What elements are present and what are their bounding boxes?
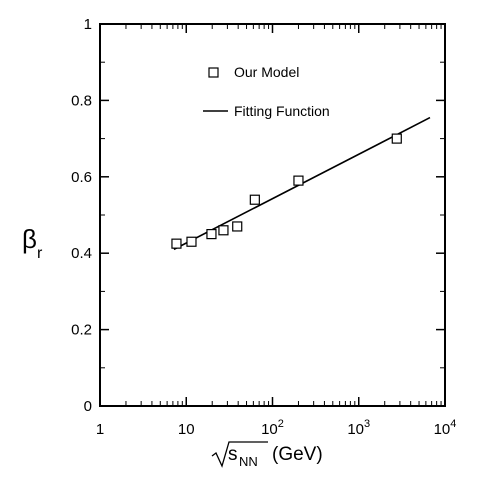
y-tick-label: 0	[84, 398, 92, 415]
x-axis-symbol: s	[228, 444, 238, 465]
x-tick-label: 10	[178, 421, 195, 438]
legend-marker-square	[208, 67, 219, 78]
y-tick-label: 0.6	[71, 169, 92, 186]
legend-label-fitting-function: Fitting Function	[234, 103, 330, 119]
x-tick-label: 104	[434, 418, 457, 438]
data-point-square	[391, 133, 402, 144]
x-axis-title: s NN (GeV)	[211, 441, 323, 469]
our-model-series	[171, 133, 402, 249]
x-axis-subscript: NN	[239, 454, 258, 469]
data-point-square	[249, 194, 260, 205]
legend: Our Model Fitting Function	[203, 64, 330, 119]
legend-label-our-model: Our Model	[234, 64, 299, 80]
x-tick-labels: 1 10 102 103 104	[96, 418, 457, 438]
y-axis-symbol: β	[22, 224, 37, 254]
y-tick-label: 0.2	[71, 322, 92, 339]
y-tick-label: 0.4	[71, 245, 92, 262]
data-point-square	[293, 175, 304, 186]
x-axis-unit: (GeV)	[272, 444, 323, 465]
y-axis-subscript: r	[37, 245, 43, 262]
y-tick-labels: 0 0.2 0.4 0.6 0.8 1	[71, 16, 92, 415]
data-point-square	[186, 236, 197, 247]
sqrt-sign-icon	[211, 441, 268, 468]
x-tick-label: 103	[347, 418, 370, 438]
axis-ticks	[99, 23, 446, 407]
y-tick-label: 1	[84, 16, 92, 33]
data-point-square	[232, 221, 243, 232]
data-point-square	[171, 238, 182, 249]
x-tick-label: 102	[261, 418, 284, 438]
data-point-square	[218, 225, 229, 236]
y-axis-title: β r	[22, 224, 43, 262]
y-tick-label: 0.8	[71, 92, 92, 109]
x-tick-label: 1	[96, 421, 104, 438]
plot-frame	[99, 23, 446, 407]
data-point-square	[206, 229, 217, 240]
